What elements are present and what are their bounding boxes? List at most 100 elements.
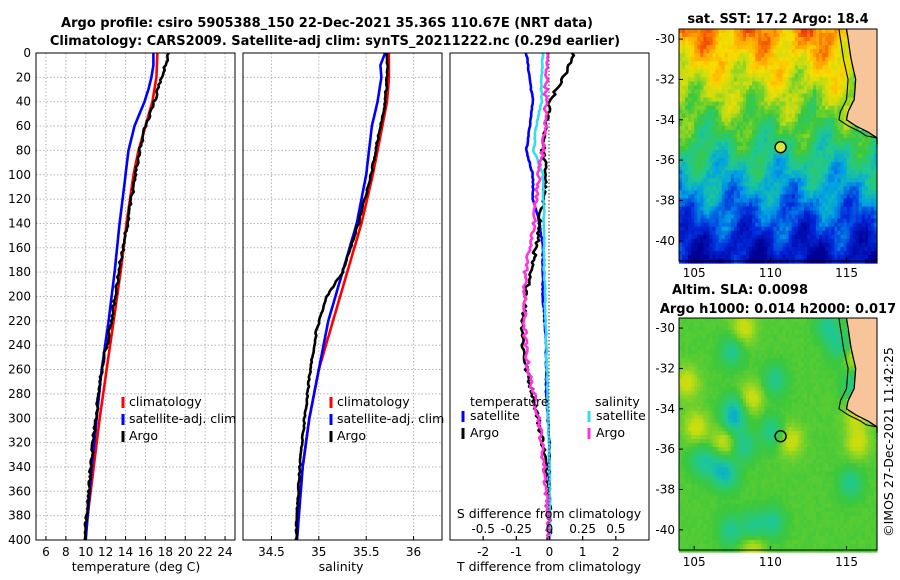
map-cell [700, 226, 704, 232]
map-cell [809, 318, 814, 323]
map-cell [688, 254, 692, 260]
map-cell [752, 41, 756, 46]
map-cell [752, 206, 756, 212]
map-cell [739, 57, 744, 62]
map-cell [700, 65, 704, 70]
map-cell [679, 186, 683, 191]
map-cell [752, 141, 756, 147]
map-cell [724, 214, 729, 220]
map-cell [800, 125, 805, 131]
map-cell [803, 53, 808, 58]
map-cell [834, 390, 838, 396]
map-cell [746, 69, 750, 74]
map-cell [809, 322, 814, 327]
map-cell [694, 129, 698, 135]
depth-tick-label: 240 [8, 338, 31, 352]
map-cell [806, 182, 811, 187]
map-cell [770, 186, 775, 191]
map-cell [770, 129, 775, 135]
map-cell [709, 109, 714, 115]
map-cell [809, 234, 814, 240]
map-cell [718, 190, 723, 196]
map-cell [813, 85, 817, 91]
map-cell [794, 129, 799, 135]
map-cell [840, 250, 845, 256]
map-cell [800, 170, 805, 175]
map-cell [825, 246, 829, 252]
map-cell [806, 214, 811, 220]
map-cell [685, 182, 689, 187]
map-cell [800, 394, 805, 400]
map-cell [852, 210, 857, 216]
map-cell [788, 37, 793, 42]
map-cell [776, 57, 781, 62]
map-cell [694, 158, 698, 163]
map-cell [703, 69, 708, 74]
map-cell [816, 129, 820, 135]
map-cell [694, 85, 698, 91]
map-cell [800, 53, 805, 58]
map-cell [770, 133, 775, 139]
map-cell [800, 158, 805, 163]
map-cell [800, 322, 805, 327]
map-cell [809, 93, 814, 99]
map-cell [773, 374, 778, 380]
map-cell [724, 254, 729, 260]
map-cell [724, 154, 729, 159]
map-cell [819, 29, 823, 34]
map-cell [715, 137, 720, 143]
map-cell [794, 33, 799, 38]
map-cell [688, 322, 692, 327]
map-cell [782, 370, 787, 376]
map-cell [803, 45, 808, 50]
map-cell [800, 117, 805, 123]
map-cell [852, 186, 857, 191]
map-cell [779, 366, 784, 372]
legend-label-argo: Argo [129, 428, 158, 443]
map-cell [800, 374, 805, 380]
map-cell [712, 374, 717, 380]
map-cell [834, 97, 838, 103]
map-cell [834, 378, 838, 384]
map-cell [867, 141, 872, 147]
map-cell [688, 386, 692, 392]
map-cell [825, 170, 829, 175]
map-cell [797, 81, 802, 87]
map-cell [773, 113, 778, 119]
map-cell [746, 170, 750, 175]
map-cell [822, 210, 826, 216]
map-cell [776, 37, 781, 42]
map-cell [782, 61, 787, 66]
map-cell [819, 366, 823, 372]
map-cell [791, 398, 796, 404]
map-cell [825, 350, 829, 355]
map-cell [682, 322, 686, 327]
map-cell [764, 133, 768, 139]
map-cell [816, 214, 820, 220]
map-cell [779, 198, 784, 204]
map-cell [852, 162, 857, 167]
map-cell [703, 398, 708, 404]
map-cell [721, 374, 726, 380]
depth-tick-label: 80 [16, 143, 31, 157]
map-cell [767, 390, 771, 396]
map-cell [822, 206, 826, 212]
map-cell [816, 378, 820, 384]
map-cell [752, 318, 756, 323]
map-cell [782, 350, 787, 355]
map-cell [752, 113, 756, 119]
map-cell [813, 61, 817, 66]
map-cell [749, 382, 753, 388]
map-cell [715, 402, 720, 408]
map-cell [697, 390, 701, 396]
map-cell [797, 65, 802, 70]
map-cell [709, 85, 714, 91]
map-cell [864, 214, 869, 220]
map-cell [700, 398, 704, 404]
map-cell [688, 174, 692, 179]
map-cell [797, 53, 802, 58]
map-cell [682, 338, 686, 343]
map-cell [761, 394, 765, 400]
map-cell [746, 394, 750, 400]
map-cell [788, 350, 793, 355]
